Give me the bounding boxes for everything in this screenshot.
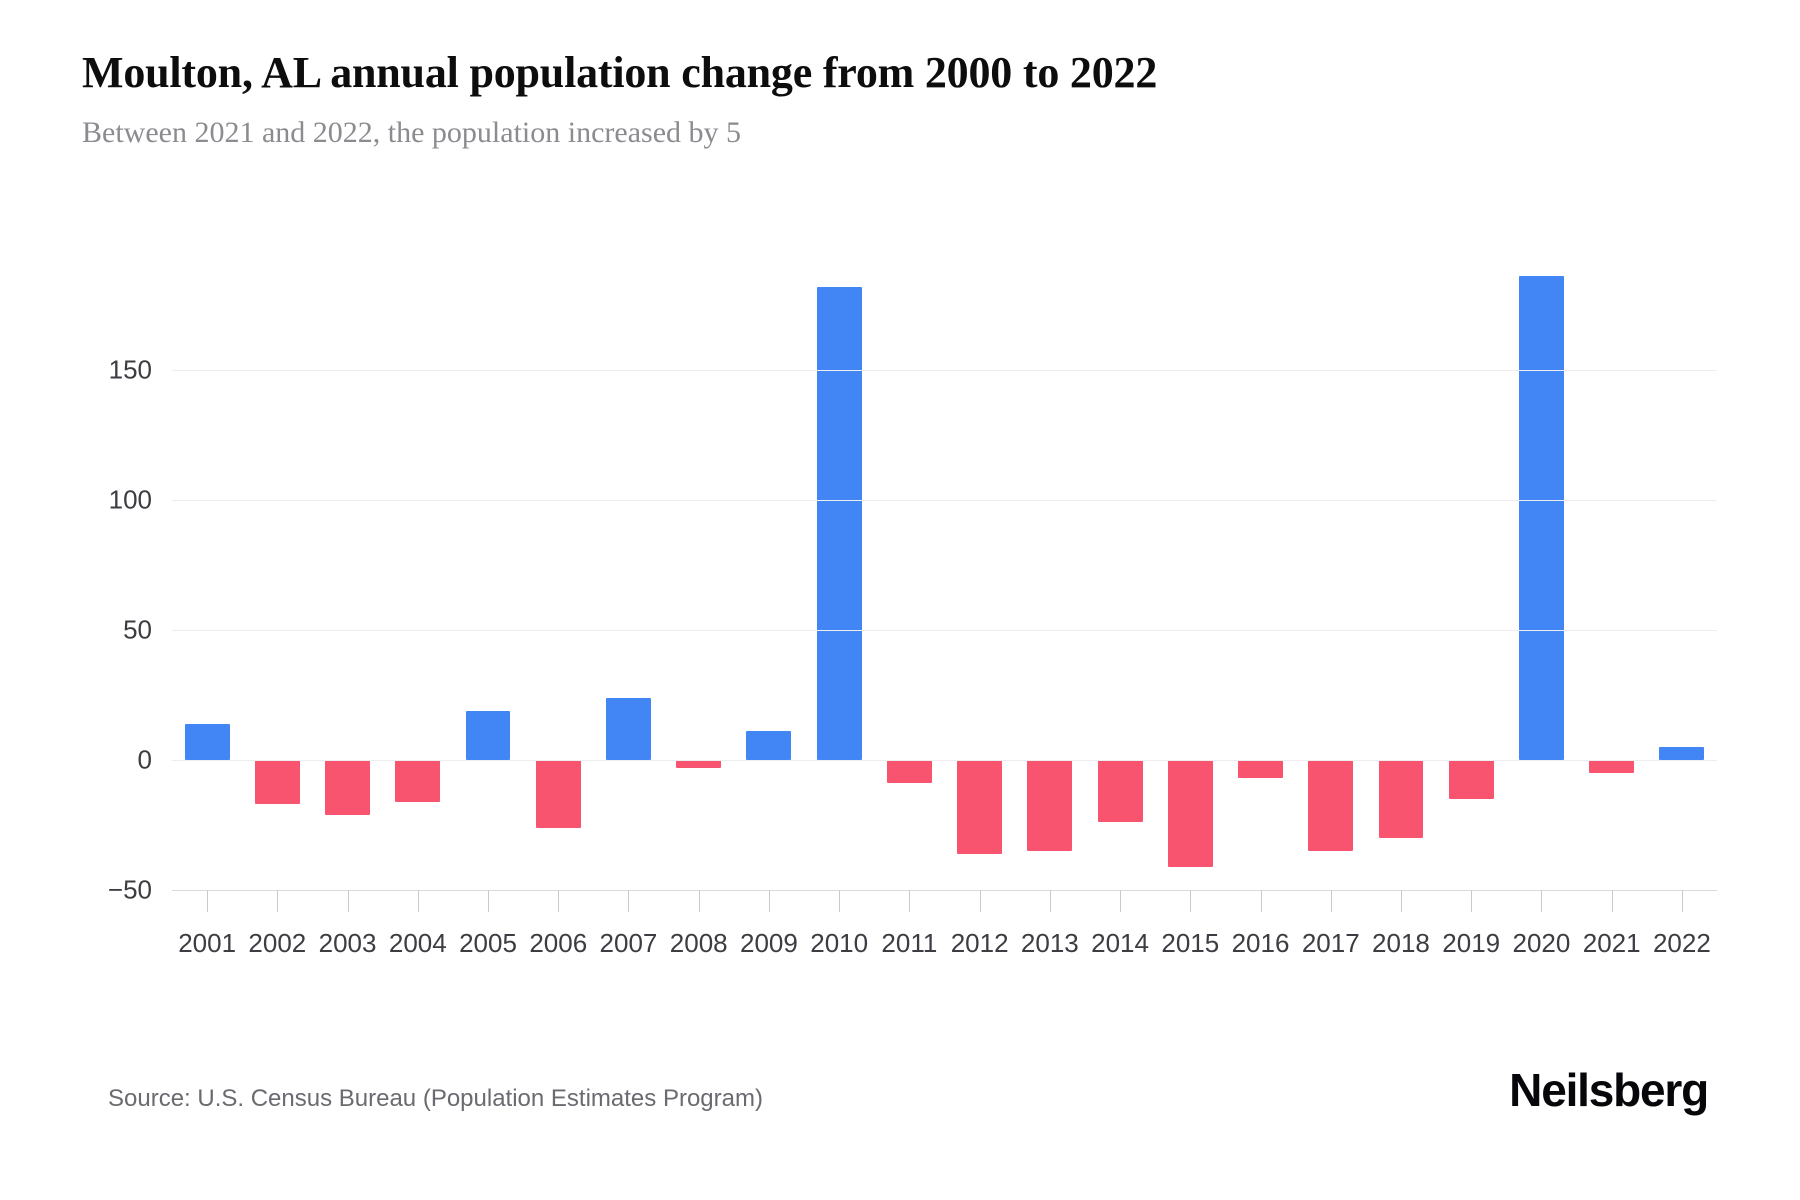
chart-header: Moulton, AL annual population change fro… — [82, 48, 1722, 151]
x-tick-label-2015: 2015 — [1161, 928, 1220, 958]
x-tick-mark — [1611, 890, 1613, 912]
bar-series — [172, 240, 1717, 890]
gridline-100 — [172, 500, 1717, 501]
x-tick-label-2020: 2020 — [1512, 928, 1571, 958]
bar-2004[interactable] — [395, 760, 441, 802]
x-tick-mark — [488, 890, 490, 912]
y-tick-label: 0 — [137, 744, 152, 775]
bar-2021[interactable] — [1589, 760, 1635, 773]
bar-2014[interactable] — [1097, 760, 1143, 823]
bar-2017[interactable] — [1308, 760, 1354, 851]
gridline-50 — [172, 630, 1717, 631]
bar-2006[interactable] — [535, 760, 581, 828]
source-note: Source: U.S. Census Bureau (Population E… — [108, 1085, 763, 1112]
bar-2011[interactable] — [886, 760, 932, 784]
plot-area — [172, 240, 1717, 891]
x-tick-label-2002: 2002 — [248, 928, 307, 958]
x-tick-label-2011: 2011 — [881, 928, 938, 958]
x-tick-mark — [628, 890, 630, 912]
bar-2009[interactable] — [746, 731, 792, 760]
x-tick-label-2001: 2001 — [178, 928, 237, 958]
x-tick-mark — [1681, 890, 1683, 912]
x-tick-mark — [347, 890, 349, 912]
bar-2008[interactable] — [676, 760, 722, 768]
y-tick-label: 50 — [123, 614, 152, 645]
x-tick-mark — [1400, 890, 1402, 912]
gridline-150 — [172, 370, 1717, 371]
bar-2018[interactable] — [1378, 760, 1424, 838]
x-tick-mark — [909, 890, 911, 912]
bar-2010[interactable] — [816, 286, 862, 760]
bar-2015[interactable] — [1167, 760, 1213, 867]
bar-2002[interactable] — [254, 760, 300, 805]
x-tick-mark — [417, 890, 419, 912]
x-tick-label-2018: 2018 — [1372, 928, 1430, 958]
x-tick-mark — [1120, 890, 1122, 912]
x-tick-mark — [558, 890, 560, 912]
x-tick-label-2003: 2003 — [318, 928, 377, 958]
x-tick-mark — [1260, 890, 1262, 912]
bar-2013[interactable] — [1027, 760, 1073, 851]
x-tick-label-2004: 2004 — [388, 928, 447, 958]
x-tick-mark — [698, 890, 700, 912]
x-tick-mark — [1049, 890, 1051, 912]
y-tick-label: 100 — [108, 484, 152, 515]
x-tick-mark — [979, 890, 981, 912]
x-tick-mark — [839, 890, 841, 912]
x-tick-label-2017: 2017 — [1301, 928, 1360, 958]
chart-subtitle: Between 2021 and 2022, the population in… — [82, 116, 742, 150]
x-tick-mark — [768, 890, 770, 912]
bar-2007[interactable] — [606, 697, 651, 760]
x-tick-label-2010: 2010 — [810, 928, 869, 958]
bar-2012[interactable] — [957, 760, 1003, 854]
x-tick-mark — [1471, 890, 1473, 912]
x-tick-label-2007: 2007 — [599, 928, 658, 958]
page-title: Moulton, AL annual population change fro… — [82, 48, 1158, 97]
x-tick-label-2005: 2005 — [459, 928, 517, 958]
bar-2016[interactable] — [1238, 760, 1283, 779]
gridline--50 — [172, 890, 1717, 891]
x-tick-label-2022: 2022 — [1652, 928, 1711, 958]
x-tick-mark — [1541, 890, 1543, 912]
bar-2005[interactable] — [465, 710, 511, 760]
x-tick-label-2013: 2013 — [1020, 928, 1079, 958]
x-tick-mark — [207, 890, 209, 912]
x-tick-label-2016: 2016 — [1231, 928, 1290, 958]
x-tick-label-2006: 2006 — [529, 928, 588, 958]
bar-2019[interactable] — [1448, 760, 1494, 799]
x-tick-mark — [277, 890, 279, 912]
bar-2022[interactable] — [1659, 747, 1705, 760]
x-tick-mark — [1190, 890, 1192, 912]
x-tick-label-2012: 2012 — [950, 928, 1009, 958]
bar-2001[interactable] — [184, 723, 230, 760]
y-tick-label: 150 — [108, 354, 152, 385]
x-tick-mark — [1330, 890, 1332, 912]
x-tick-label-2019: 2019 — [1442, 928, 1501, 958]
x-tick-label-2009: 2009 — [740, 928, 798, 958]
bar-2020[interactable] — [1518, 276, 1564, 760]
x-tick-label-2008: 2008 — [669, 928, 728, 958]
y-tick-label: −50 — [107, 874, 152, 905]
bar-2003[interactable] — [325, 760, 371, 815]
x-tick-label-2014: 2014 — [1091, 928, 1149, 958]
gridline-0 — [172, 760, 1717, 761]
brand-logo: Neilsberg — [1509, 1064, 1709, 1116]
x-tick-label-2021: 2021 — [1582, 928, 1641, 958]
